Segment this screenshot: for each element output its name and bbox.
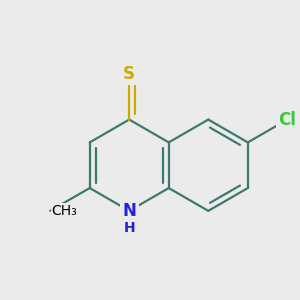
Text: N: N [122, 202, 136, 220]
Text: Cl: Cl [278, 111, 296, 129]
Text: S: S [123, 65, 135, 83]
Text: H: H [123, 221, 135, 235]
Text: CH₃: CH₃ [52, 204, 77, 218]
